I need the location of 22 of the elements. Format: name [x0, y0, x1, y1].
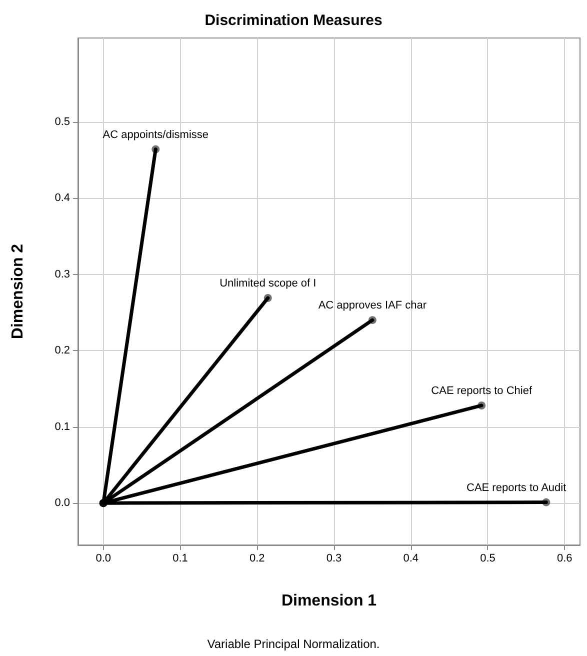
y-tick-label: 0.4: [54, 192, 70, 204]
y-axis-title: Dimension 2: [10, 244, 26, 340]
y-tick-label: 0.2: [54, 344, 70, 357]
series-label: AC appoints/dismisse: [102, 128, 209, 141]
text: Variable Principal Normalization.: [207, 637, 380, 651]
y-tick-label: 0.5: [54, 116, 70, 128]
x-tick-label: 0.4: [403, 552, 419, 564]
series-label: CAE reports to Audit: [466, 482, 566, 494]
y-tick-label: 0.0: [54, 497, 70, 510]
series-label: CAE reports to Chief: [431, 384, 533, 397]
series-label: Unlimited scope of I: [220, 277, 316, 290]
y-tick-label: 0.1: [54, 420, 70, 433]
x-tick-label: 0.2: [249, 552, 265, 564]
series-label: AC approves IAF char: [318, 300, 427, 312]
x-axis-title: Dimension 1: [281, 592, 377, 610]
chart-title: Discrimination Measures: [204, 12, 382, 29]
x-tick-label: 0.5: [480, 552, 496, 564]
x-tick-label: 0.3: [326, 552, 342, 564]
y-tick-label: 0.3: [54, 268, 70, 280]
x-tick-label: 0.1: [172, 552, 188, 564]
x-tick-label: 0.6: [556, 552, 572, 564]
x-tick-label: 0.0: [96, 552, 112, 564]
